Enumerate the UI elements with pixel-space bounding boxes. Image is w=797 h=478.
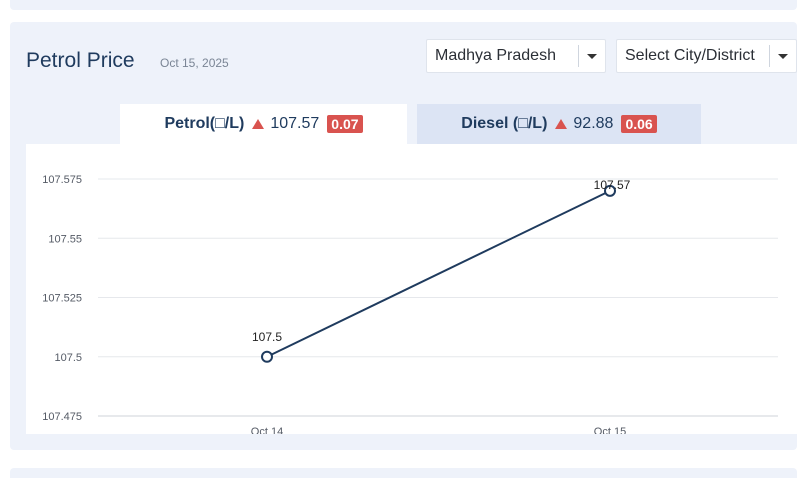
tab-diesel-label: Diesel (□/L)	[461, 115, 548, 132]
previous-card-edge	[10, 0, 797, 10]
data-label: 107.5	[252, 330, 282, 344]
tab-diesel-change-badge: 0.06	[621, 115, 657, 133]
chevron-down-icon	[778, 54, 788, 59]
tab-diesel[interactable]: Diesel (□/L) 92.88 0.06	[417, 104, 701, 144]
tab-diesel-price: 92.88	[573, 115, 614, 132]
price-up-icon	[555, 119, 568, 129]
petrol-price-card: Petrol Price Oct 15, 2025 Madhya Pradesh…	[10, 22, 797, 450]
tab-petrol-label: Petrol(□/L)	[164, 115, 245, 132]
price-date: Oct 15, 2025	[160, 56, 229, 70]
x-tick-label: Oct 14	[251, 426, 283, 434]
price-line-chart: 107.475 107.5 107.525 107.55 107.575 Oct 14 Oc…	[42, 174, 778, 434]
tab-petrol[interactable]: Petrol(□/L) 107.57 0.07	[120, 104, 407, 144]
tab-petrol-change-badge: 0.07	[327, 115, 363, 133]
x-tick-label: Oct 15	[594, 426, 626, 434]
y-tick-label: 107.5	[54, 352, 82, 364]
state-select-value: Madhya Pradesh	[435, 47, 556, 64]
y-tick-label: 107.55	[48, 233, 82, 245]
select-divider	[769, 45, 770, 67]
state-select[interactable]: Madhya Pradesh	[426, 39, 606, 73]
y-tick-label: 107.525	[42, 293, 82, 305]
series-line	[266, 189, 611, 358]
y-tick-label: 107.575	[42, 174, 82, 186]
data-point	[604, 184, 616, 197]
data-label: 107.57	[594, 178, 631, 192]
tab-petrol-price: 107.57	[270, 115, 320, 132]
data-point	[261, 350, 273, 363]
page-title: Petrol Price	[26, 49, 135, 72]
price-up-icon	[252, 119, 265, 129]
y-tick-label: 107.475	[42, 411, 82, 423]
chevron-down-icon	[587, 54, 597, 59]
price-chart: 107.475 107.5 107.525 107.55 107.575 Oct 14 Oc…	[26, 144, 797, 434]
select-divider	[578, 45, 579, 67]
city-select[interactable]: Select City/District	[616, 39, 797, 73]
next-card-edge	[10, 468, 797, 478]
city-select-value: Select City/District	[625, 47, 755, 64]
